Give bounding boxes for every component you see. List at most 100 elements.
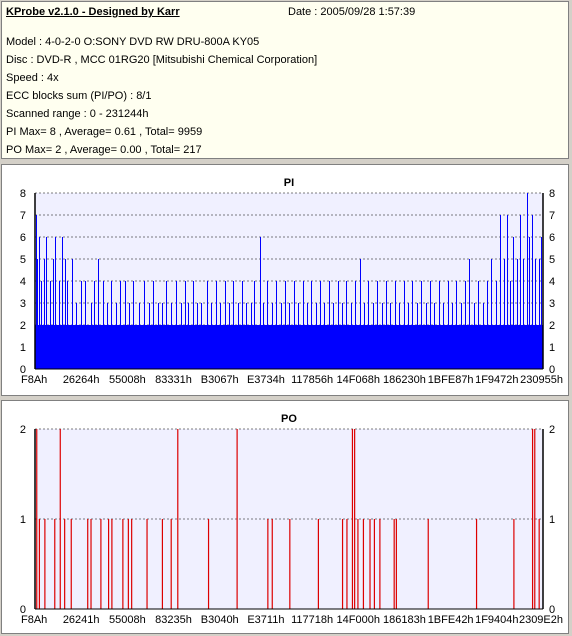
- pi-bar: [472, 325, 473, 369]
- pi-bar: [305, 325, 306, 369]
- pi-bar: [398, 325, 399, 369]
- pi-bar: [299, 325, 300, 369]
- pi-bar: [539, 259, 540, 369]
- pi-bar: [169, 325, 170, 369]
- pi-bar: [192, 325, 193, 369]
- pi-bar: [101, 325, 102, 369]
- pi-bar: [350, 325, 351, 369]
- pi-bar: [345, 325, 346, 369]
- po-chart-panel: PO 0 0 1 1 2 2 F8Ah 26241h 55008h 83235h B3040h E371…: [1, 400, 569, 634]
- pi-bar: [163, 325, 164, 369]
- pi-bar: [342, 303, 343, 369]
- pi-bar: [196, 325, 197, 369]
- pi-bar: [513, 237, 514, 369]
- pi-bar: [175, 325, 176, 369]
- pi-bar: [357, 325, 358, 369]
- pi-bar: [272, 303, 273, 369]
- pi-bar: [467, 325, 468, 369]
- pi-bar: [232, 325, 233, 369]
- pi-bar: [321, 325, 322, 369]
- pi-bar: [412, 281, 413, 369]
- pi-bar: [465, 281, 466, 369]
- pi-bar: [520, 215, 521, 369]
- pi-bar: [318, 325, 319, 369]
- pi-bar: [294, 281, 295, 369]
- pi-bar: [75, 325, 76, 369]
- pi-bar: [319, 325, 320, 369]
- pi-bar: [141, 325, 142, 369]
- pi-bar: [432, 325, 433, 369]
- pi-bar: [369, 325, 370, 369]
- pi-bar: [91, 303, 92, 369]
- pi-bar: [348, 325, 349, 369]
- pi-bar: [450, 325, 451, 369]
- pi-bar: [170, 325, 171, 369]
- y-tick-label-right: 0: [549, 364, 555, 376]
- pi-bar: [55, 237, 56, 369]
- pi-bar: [231, 325, 232, 369]
- pi-bar: [86, 325, 87, 369]
- pi-bar: [106, 325, 107, 369]
- pi-bar: [471, 325, 472, 369]
- pi-bar: [431, 325, 432, 369]
- pi-bar: [253, 325, 254, 369]
- pi-bar: [179, 325, 180, 369]
- pi-bar: [296, 325, 297, 369]
- pi-bar: [248, 325, 249, 369]
- x-tick-label: B3040h: [201, 614, 239, 626]
- pi-bar: [162, 303, 163, 369]
- pi-bar: [98, 259, 99, 369]
- pi-bar: [422, 325, 423, 369]
- pi-bar: [424, 325, 425, 369]
- pi-bar: [496, 281, 497, 369]
- x-tick-label: 1BFE87h: [428, 374, 474, 386]
- pi-bar: [63, 325, 64, 369]
- pi-bar: [453, 325, 454, 369]
- pi-bar: [182, 325, 183, 369]
- pi-bar: [387, 325, 388, 369]
- pi-bar: [479, 325, 480, 369]
- pi-bar: [494, 325, 495, 369]
- x-tick-label: 230955h: [520, 374, 563, 386]
- pi-bar: [249, 325, 250, 369]
- pi-bar: [62, 237, 63, 369]
- pi-bar: [388, 325, 389, 369]
- pi-bar: [120, 281, 121, 369]
- pi-bar: [491, 259, 492, 369]
- pi-bar: [358, 325, 359, 369]
- pi-bar: [85, 281, 86, 369]
- pi-bar: [204, 325, 205, 369]
- pi-bar: [180, 325, 181, 369]
- pi-bar: [133, 281, 134, 369]
- pi-bar: [47, 325, 48, 369]
- pi-bar: [135, 325, 136, 369]
- pi-bar: [454, 325, 455, 369]
- pi-bar: [176, 281, 177, 369]
- pi-bar: [476, 325, 477, 369]
- pi-bar: [444, 325, 445, 369]
- pi-bar: [189, 325, 190, 369]
- pi-bar: [340, 325, 341, 369]
- pi-bar: [420, 325, 421, 369]
- pi-bar: [309, 325, 310, 369]
- pi-bar: [65, 259, 66, 369]
- pi-bar: [533, 325, 534, 369]
- pi-bar: [171, 303, 172, 369]
- x-tick-label: E3734h: [247, 374, 285, 386]
- pi-bar: [210, 325, 211, 369]
- pi-bar: [362, 325, 363, 369]
- pi-bar: [278, 325, 279, 369]
- pi-bar: [331, 325, 332, 369]
- pi-bar: [521, 325, 522, 369]
- pi-bar: [519, 325, 520, 369]
- pi-bar: [194, 325, 195, 369]
- pi-bar: [239, 325, 240, 369]
- range-line: Scanned range : 0 - 231244h: [6, 108, 149, 120]
- pi-bar: [230, 325, 231, 369]
- pi-bar: [532, 215, 533, 369]
- pi-bar: [535, 259, 536, 369]
- y-tick-label-right: 1: [549, 514, 555, 526]
- pi-bar: [117, 325, 118, 369]
- pi-bar: [408, 303, 409, 369]
- pi-bar: [377, 281, 378, 369]
